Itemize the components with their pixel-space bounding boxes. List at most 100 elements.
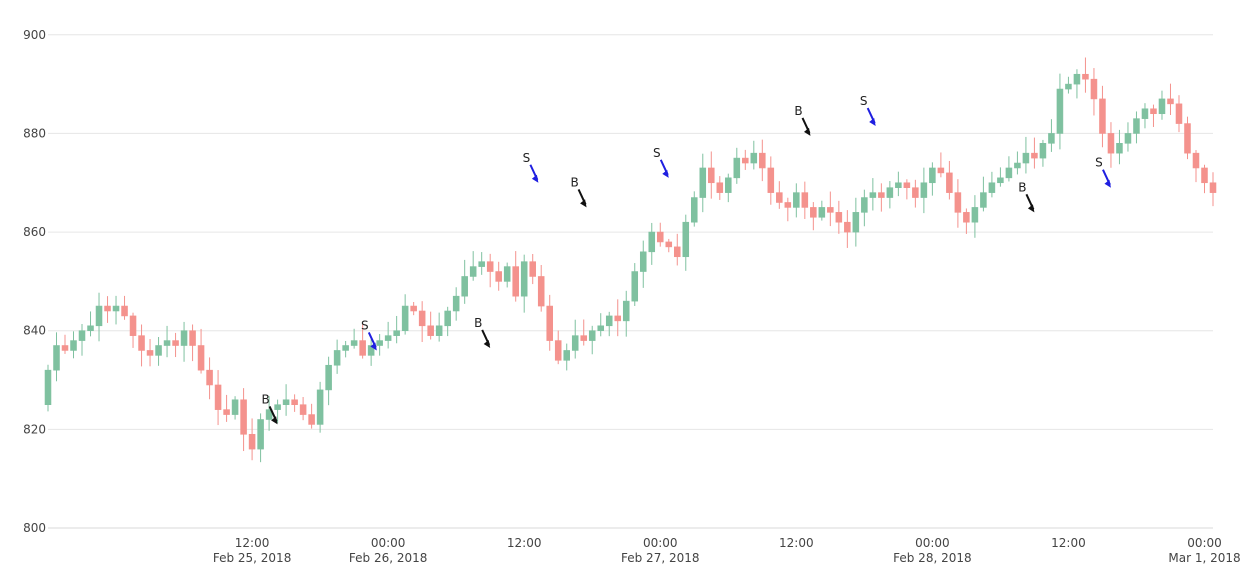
x-tick-label: 00:00 <box>1187 536 1222 550</box>
buy-annotation: B <box>570 175 587 208</box>
y-tick-label: 880 <box>23 126 46 140</box>
annotation-arrow-head <box>1027 204 1035 213</box>
candle-down <box>1099 98 1106 134</box>
candle-up <box>563 350 570 361</box>
candle-up <box>988 182 996 193</box>
candle-up <box>444 310 451 327</box>
annotation-arrow-head <box>1104 179 1111 188</box>
candle-down <box>1082 73 1089 80</box>
candle-down <box>614 315 622 322</box>
candle-up <box>980 192 987 208</box>
candle-up <box>155 345 162 356</box>
candle-down <box>138 335 145 351</box>
annotation-arrow-head <box>531 174 539 183</box>
candle-up <box>70 340 77 351</box>
candle-down <box>410 305 417 312</box>
candle-down <box>1201 167 1208 184</box>
annotation-label: B <box>1018 180 1026 194</box>
buy-annotation: B <box>1018 180 1035 213</box>
annotation-label: S <box>653 146 661 160</box>
candle-down <box>214 384 222 410</box>
candle-down <box>529 261 536 277</box>
candle-down <box>359 340 366 356</box>
candle-down <box>223 409 230 415</box>
x-tick-label: 00:00 <box>371 536 406 550</box>
annotation-label: B <box>261 392 269 406</box>
candle-down <box>937 167 945 174</box>
candle-up <box>699 167 707 198</box>
candle-down <box>1167 98 1174 105</box>
candle-down <box>801 192 809 208</box>
candle-up <box>861 197 868 213</box>
candle-up <box>435 325 443 336</box>
candle-down <box>121 305 128 317</box>
candle-down <box>495 271 502 282</box>
candle-up <box>274 404 281 410</box>
candle-down <box>1209 182 1217 193</box>
candle-up <box>639 251 647 272</box>
candle-down <box>129 315 137 336</box>
candle-up <box>376 340 383 346</box>
candle-up <box>1039 143 1047 159</box>
annotation-label: B <box>474 316 482 330</box>
candle-up <box>333 350 341 366</box>
candle-up <box>895 182 902 188</box>
annotation-label: B <box>794 104 802 118</box>
y-tick-label: 820 <box>23 422 46 436</box>
x-tick-date-label: Feb 26, 2018 <box>349 551 428 565</box>
candle-down <box>61 345 69 351</box>
candle-up <box>793 192 800 208</box>
x-tick-label: 00:00 <box>915 536 950 550</box>
candle-up <box>452 295 460 312</box>
candle-up <box>461 276 468 297</box>
candle-up <box>1048 133 1055 144</box>
candles <box>44 57 1217 463</box>
candle-down <box>767 167 775 193</box>
candle-down <box>656 231 664 243</box>
candle-down <box>486 261 494 272</box>
candle-up <box>257 419 264 450</box>
candle-down <box>291 399 298 405</box>
candle-down <box>1150 108 1157 115</box>
candle-down <box>427 325 434 336</box>
candle-down <box>784 202 792 208</box>
candle-down <box>673 246 681 258</box>
candle-up <box>282 399 290 405</box>
candle-up <box>265 409 273 420</box>
candle-down <box>665 241 673 248</box>
x-tick-label: 12:00 <box>1051 536 1086 550</box>
candle-down <box>512 266 519 297</box>
candle-down <box>554 340 562 361</box>
candle-up <box>682 221 690 258</box>
candle-down <box>835 212 843 223</box>
annotation-label: S <box>860 94 868 108</box>
candle-up <box>350 340 358 346</box>
candle-up <box>852 212 860 233</box>
candle-up <box>597 325 605 332</box>
x-tick-label: 12:00 <box>779 536 814 550</box>
y-axis: 800 820 840 860 880 900 <box>23 28 46 535</box>
annotation-label: S <box>361 318 369 332</box>
annotation-label: S <box>523 151 531 165</box>
trade-annotations: B S B S B S B S B S <box>261 94 1111 425</box>
candle-down <box>537 276 545 307</box>
y-tick-label: 800 <box>23 521 46 535</box>
candle-down <box>759 152 766 169</box>
candle-down <box>1184 123 1191 154</box>
y-tick-label: 900 <box>23 28 46 42</box>
candle-up <box>691 197 698 223</box>
candle-up <box>393 330 400 336</box>
candle-down <box>248 433 256 450</box>
candle-down <box>716 182 724 193</box>
candle-up <box>733 157 741 179</box>
sell-annotation: S <box>523 151 539 183</box>
candle-up <box>1133 118 1140 134</box>
candle-up <box>1141 108 1149 119</box>
annotation-arrow-head <box>803 127 811 136</box>
candle-up <box>997 177 1004 184</box>
candle-up <box>929 167 936 184</box>
candle-up <box>648 231 656 253</box>
candle-up <box>605 315 613 327</box>
candle-up <box>1158 98 1166 115</box>
candle-up <box>53 345 60 371</box>
